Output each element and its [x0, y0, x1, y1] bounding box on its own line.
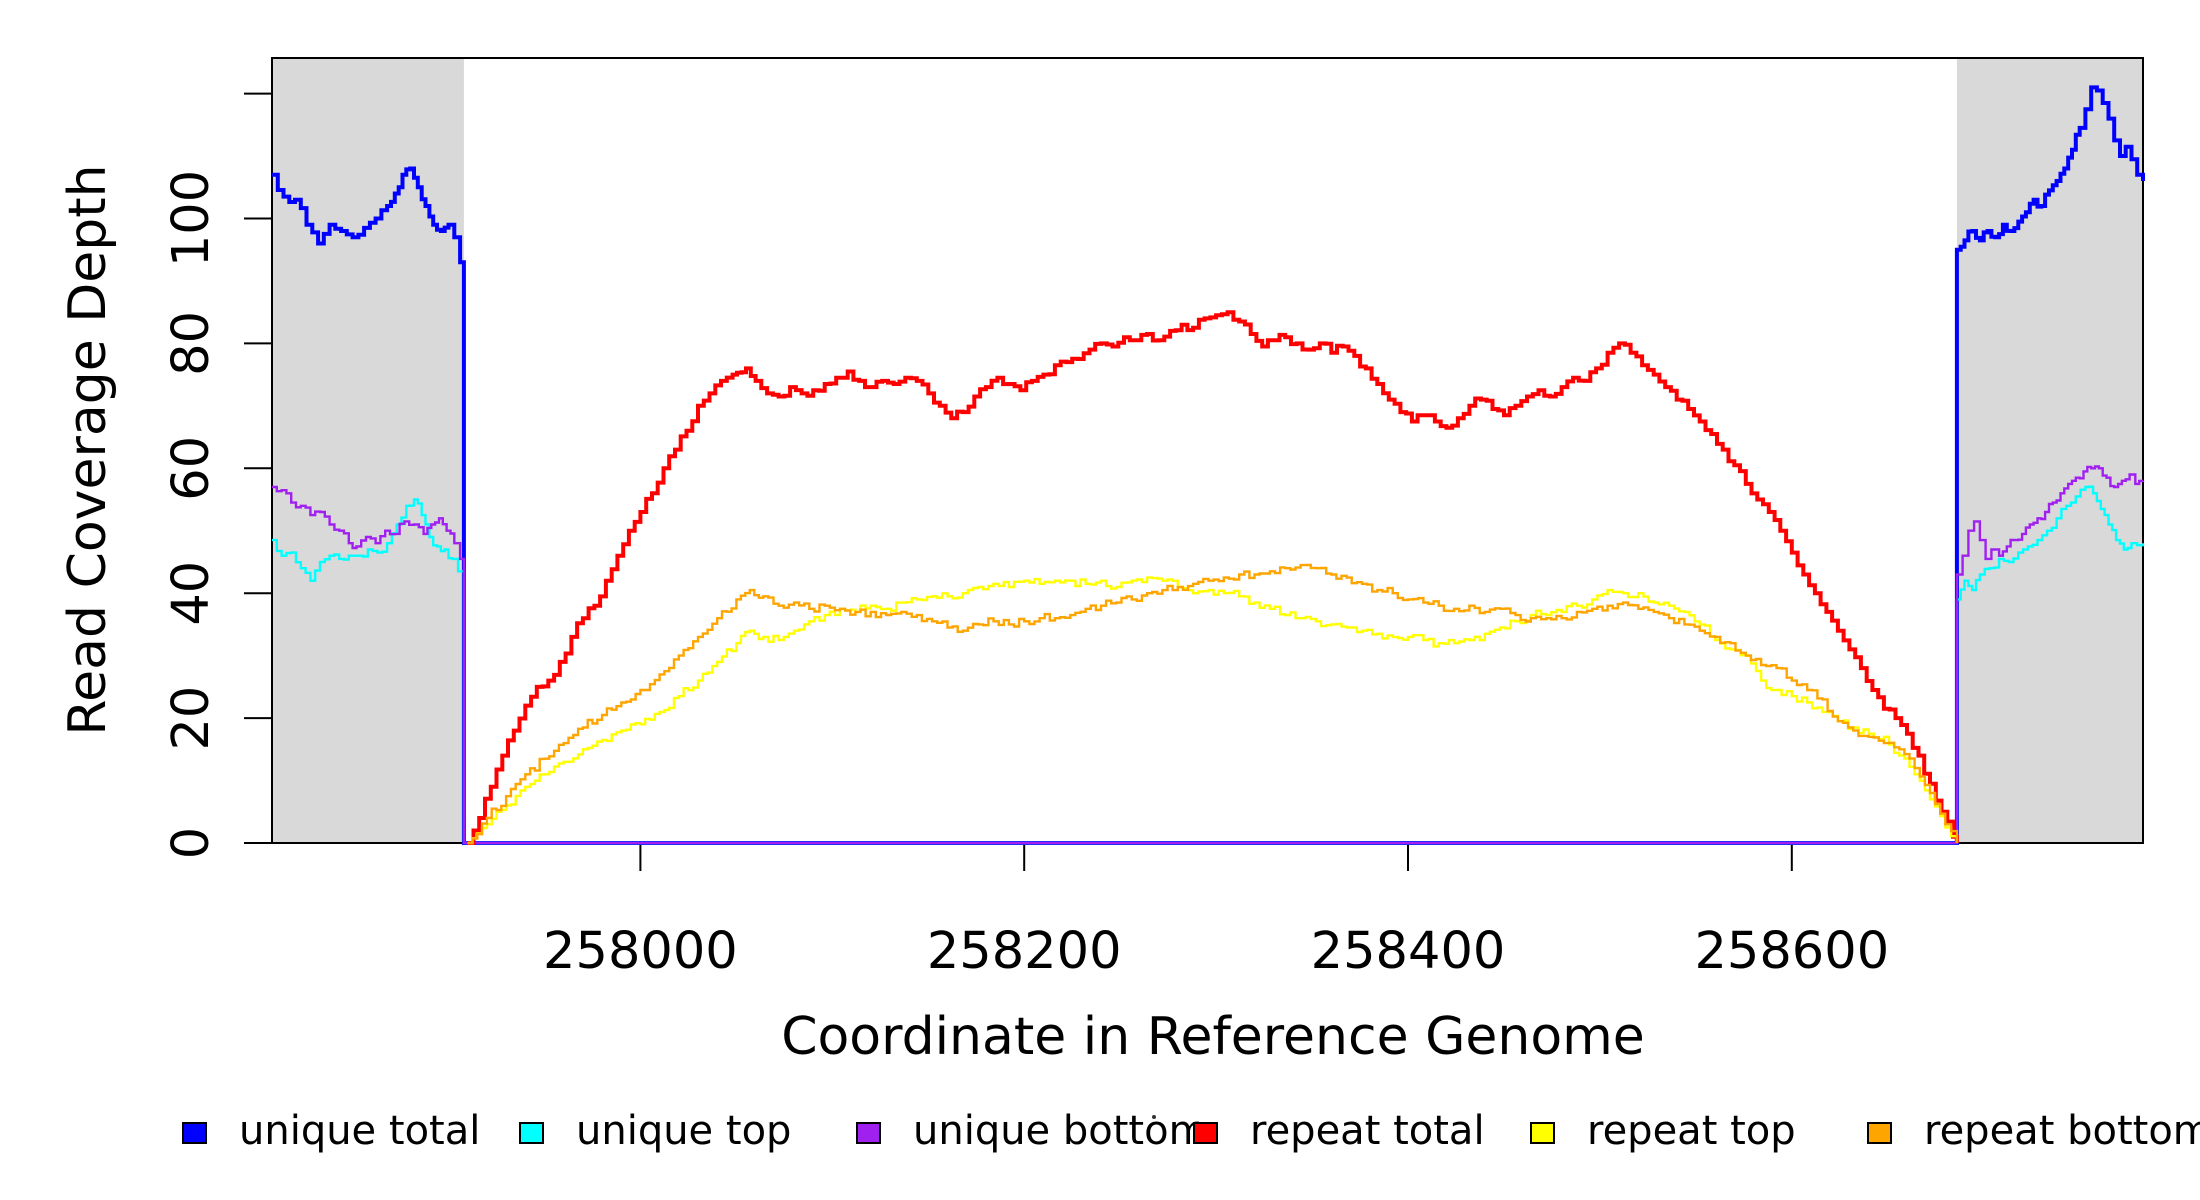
x-axis-title: Coordinate in Reference Genome — [781, 1007, 1645, 1067]
plot-box — [271, 57, 2144, 844]
y-axis-title: Read Coverage Depth — [58, 164, 118, 736]
legend-label-unique-bottom: unique bottom — [913, 1108, 1208, 1154]
legend-swatch-unique-top — [519, 1122, 544, 1144]
legend-label-unique-total: unique total — [239, 1108, 481, 1154]
legend-label-repeat-total: repeat total — [1250, 1108, 1485, 1154]
x-tick-label: 258000 — [543, 922, 738, 981]
stray-dot — [1152, 1115, 1156, 1119]
series-repeat-bottom — [467, 563, 1959, 845]
series-unique-bottom — [272, 465, 2145, 845]
legend-swatch-repeat-total — [1193, 1122, 1218, 1144]
x-tick-label: 258600 — [1694, 922, 1889, 981]
x-tick-label: 258400 — [1311, 922, 1506, 981]
legend-label-repeat-bottom: repeat bottom — [1924, 1108, 2200, 1154]
shaded-region-right-flank — [1956, 58, 2143, 843]
legend-swatch-repeat-bottom — [1867, 1122, 1892, 1144]
series-unique-total — [272, 85, 2145, 845]
legend-swatch-repeat-top — [1530, 1122, 1555, 1144]
series-repeat-top — [467, 576, 1959, 845]
y-tick-label: 100 — [162, 170, 221, 267]
legend-label-unique-top: unique top — [576, 1108, 792, 1154]
y-tick-label: 40 — [162, 561, 221, 626]
y-tick-label: 60 — [162, 436, 221, 501]
series-repeat-total — [467, 310, 1959, 845]
x-tick-label: 258200 — [927, 922, 1122, 981]
y-tick-label: 0 — [162, 827, 221, 859]
legend-swatch-unique-total — [182, 1122, 207, 1144]
y-tick-label: 20 — [162, 686, 221, 751]
legend-label-repeat-top: repeat top — [1587, 1108, 1796, 1154]
shaded-region-left-flank — [272, 58, 464, 843]
legend-swatch-unique-bottom — [856, 1122, 881, 1144]
y-tick-label: 80 — [162, 311, 221, 376]
